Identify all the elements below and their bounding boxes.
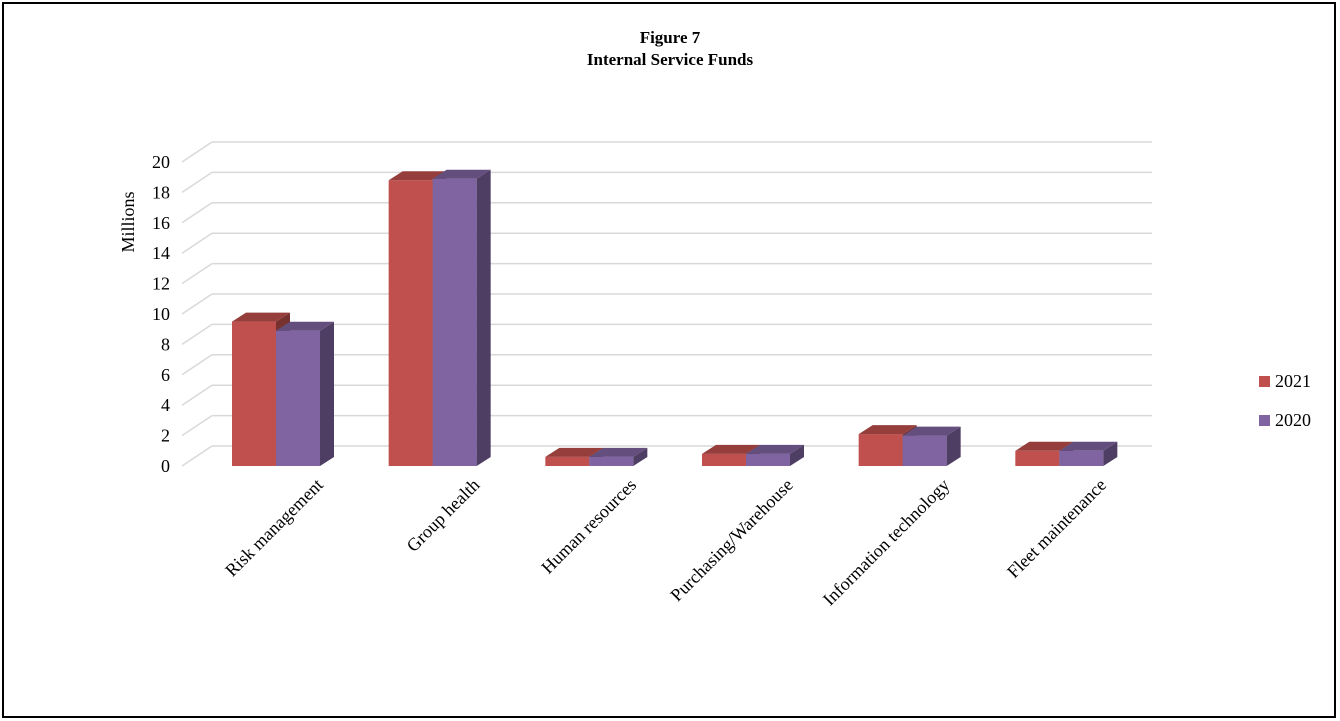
- bar-top: [858, 425, 917, 435]
- y-tick-label: 2: [161, 426, 170, 446]
- x-tick-label: Purchasing/Warehouse: [666, 475, 796, 605]
- bar: [432, 178, 477, 466]
- bar: [545, 456, 590, 466]
- bar: [858, 434, 903, 466]
- gridline-diagonal: [181, 323, 213, 346]
- bar-top: [276, 321, 334, 331]
- x-axis-ticks: Risk management Group health Human resourc…: [221, 475, 1110, 610]
- y-tick-label: 4: [161, 395, 170, 415]
- x-tick-label: Information technology: [819, 475, 954, 610]
- x-tick-label: Risk management: [221, 475, 327, 581]
- y-tick-label: 16: [152, 213, 170, 233]
- bar-top: [702, 444, 760, 454]
- bar-top: [589, 447, 648, 457]
- bar-top: [902, 426, 961, 436]
- legend-swatch: [1259, 376, 1270, 387]
- y-tick-label: 14: [152, 243, 170, 263]
- bar-side: [476, 169, 491, 466]
- bar: [1015, 450, 1060, 466]
- y-axis-label: Millions: [118, 191, 138, 252]
- bar: [746, 453, 790, 466]
- bar-top: [1015, 441, 1074, 451]
- gridline-diagonal: [181, 354, 213, 376]
- gridline-diagonal: [181, 141, 213, 163]
- bar-top: [388, 171, 447, 181]
- bar: [1059, 450, 1104, 466]
- legend-label: 2021: [1275, 371, 1311, 391]
- bar-side: [633, 447, 648, 466]
- x-tick-label: Fleet maintenance: [1003, 475, 1110, 582]
- y-tick-label: 0: [161, 456, 170, 476]
- legend-swatch: [1259, 415, 1270, 426]
- bar-top: [746, 444, 804, 454]
- bar: [702, 453, 746, 466]
- y-tick-label: 8: [161, 334, 170, 354]
- bar: [276, 330, 320, 466]
- bar-top: [1059, 441, 1118, 451]
- bar-top: [432, 169, 491, 179]
- bar-side: [946, 426, 961, 466]
- legend: 2021 2020: [1259, 371, 1311, 430]
- gridline-diagonal: [181, 262, 213, 285]
- gridline-diagonal: [181, 171, 213, 194]
- x-tick-label: Human resources: [537, 475, 640, 578]
- bar-top: [232, 312, 290, 322]
- gridline-diagonal: [181, 384, 213, 406]
- bar-side: [790, 444, 804, 466]
- chart-subtitle: Internal Service Funds: [586, 50, 754, 69]
- y-tick-label: 10: [152, 304, 170, 324]
- bar: [232, 321, 276, 466]
- gridline-diagonal: [181, 414, 213, 437]
- bar-side: [1103, 441, 1118, 466]
- y-tick-label: 18: [152, 182, 170, 202]
- x-tick-label: Group health: [403, 475, 484, 556]
- bar: [388, 180, 433, 467]
- legend-label: 2020: [1275, 410, 1311, 430]
- y-tick-label: 12: [152, 274, 170, 294]
- gridlines: [181, 141, 1152, 467]
- gridline-diagonal: [181, 232, 213, 254]
- y-axis-ticks: 0 2 4 6 8 10 12 14 16 18 20: [152, 152, 170, 476]
- bar-top: [545, 447, 604, 457]
- bar-side: [320, 321, 334, 466]
- y-tick-label: 6: [161, 365, 170, 385]
- gridline-diagonal: [181, 293, 213, 315]
- y-tick-label: 20: [152, 152, 170, 172]
- gridline-diagonal: [181, 202, 213, 224]
- gridline-diagonal: [181, 445, 213, 467]
- bars: [232, 169, 1118, 467]
- chart-title: Figure 7: [639, 28, 701, 47]
- bar: [902, 435, 947, 466]
- bar: [589, 456, 634, 466]
